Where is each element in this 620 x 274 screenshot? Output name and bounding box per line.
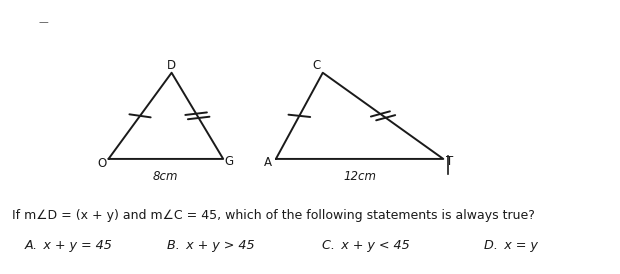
Text: C: C bbox=[312, 59, 320, 72]
Text: B. x + y > 45: B. x + y > 45 bbox=[167, 239, 255, 252]
Text: C. x + y < 45: C. x + y < 45 bbox=[322, 239, 410, 252]
Text: A: A bbox=[264, 156, 272, 170]
Text: T: T bbox=[446, 155, 454, 169]
Text: 8cm: 8cm bbox=[153, 170, 179, 183]
Text: If m∠D = (x + y) and m∠C = 45, which of the following statements is always true?: If m∠D = (x + y) and m∠C = 45, which of … bbox=[12, 209, 535, 222]
Text: G: G bbox=[224, 155, 234, 169]
Text: —: — bbox=[38, 17, 48, 27]
Text: O: O bbox=[97, 158, 106, 170]
Text: D. x = y: D. x = y bbox=[484, 239, 538, 252]
Text: D: D bbox=[167, 59, 176, 72]
Text: A. x + y = 45: A. x + y = 45 bbox=[25, 239, 113, 252]
Text: 12cm: 12cm bbox=[343, 170, 376, 183]
